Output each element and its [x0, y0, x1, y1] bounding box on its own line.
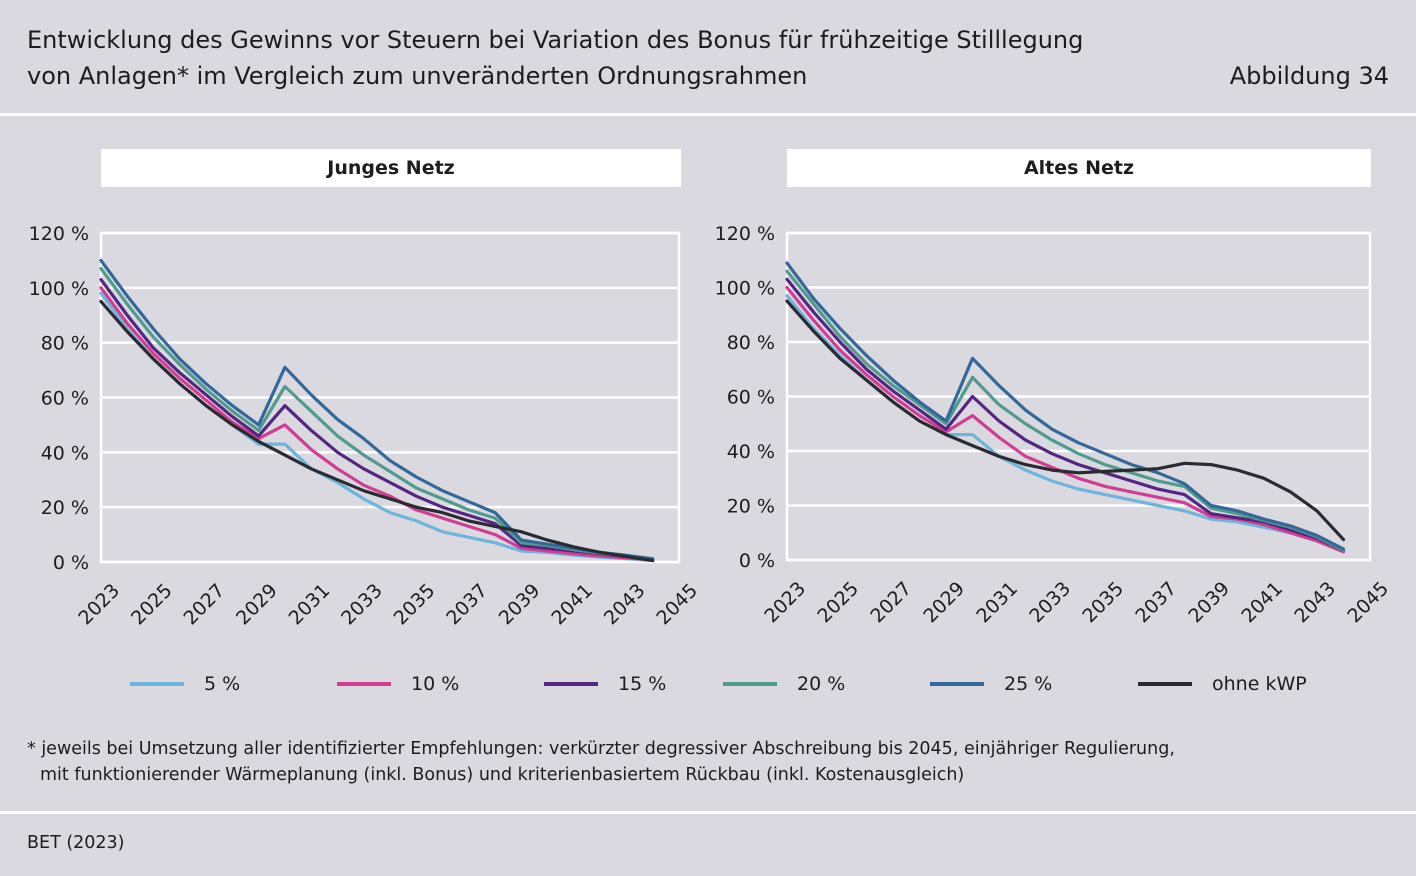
junges-netz-ytick-label-0: 0 %	[53, 552, 89, 574]
altes-netz-xtick-label-2041: 2041	[1237, 578, 1287, 628]
altes-netz-xtick-label-2025: 2025	[813, 578, 863, 628]
legend-item-5: 5 %	[130, 672, 240, 696]
altes-netz-series-25-pct	[785, 261, 1346, 551]
legend-label-25: 25 %	[1004, 673, 1053, 695]
legend-swatch-15	[544, 682, 598, 686]
legend-item-ohne-kwp: ohne kWP	[1138, 672, 1307, 696]
header-divider	[0, 113, 1416, 116]
junges-netz-ytick-label-80: 80 %	[41, 333, 89, 355]
altes-netz-xtick-label-2033: 2033	[1025, 578, 1075, 628]
legend-item-10: 10 %	[337, 672, 459, 696]
altes-netz-xtick-label-2037: 2037	[1131, 578, 1181, 628]
legend-label-20: 20 %	[797, 673, 846, 695]
junges-netz-xtick-label-2035: 2035	[390, 580, 440, 630]
junges-netz-xtick-label-2043: 2043	[600, 580, 650, 630]
junges-netz-xtick-label-2039: 2039	[495, 580, 545, 630]
chart-title-line-2: von Anlagen* im Vergleich zum unveränder…	[27, 62, 808, 90]
altes-netz-ytick-label-80: 80 %	[727, 332, 775, 354]
junges-netz-xtick-label-2027: 2027	[179, 580, 229, 630]
legend-label-15: 15 %	[618, 673, 667, 695]
junges-netz-ytick-label-40: 40 %	[41, 442, 89, 464]
junges-netz-xtick-label-2023: 2023	[74, 580, 124, 630]
panel-title-junges-netz: Junges Netz	[101, 149, 681, 187]
altes-netz-series-ohne-kwp	[785, 299, 1346, 542]
source-note: BET (2023)	[27, 833, 125, 853]
altes-netz-xtick-label-2045: 2045	[1343, 578, 1393, 628]
altes-netz-xtick-label-2027: 2027	[866, 578, 916, 628]
altes-netz-xtick-label-2031: 2031	[972, 578, 1022, 628]
figure-label: Abbildung 34	[1229, 62, 1389, 90]
junges-netz-series-15-pct	[99, 278, 655, 561]
altes-netz-xtick-label-2023: 2023	[760, 578, 810, 628]
junges-netz-xtick-label-2041: 2041	[547, 580, 597, 630]
footnote-line-2: mit funktionierender Wärmeplanung (inkl.…	[40, 765, 965, 785]
legend-swatch-10	[337, 682, 391, 686]
altes-netz-ytick-label-0: 0 %	[739, 550, 775, 572]
altes-netz-xtick-label-2043: 2043	[1290, 578, 1340, 628]
altes-netz-ytick-label-20: 20 %	[727, 496, 775, 518]
junges-netz-xtick-label-2033: 2033	[337, 580, 387, 630]
junges-netz-ytick-label-60: 60 %	[41, 388, 89, 410]
junges-netz-xtick-label-2025: 2025	[127, 580, 177, 630]
junges-netz-xtick-label-2029: 2029	[232, 580, 282, 630]
legend-item-20: 20 %	[723, 672, 845, 696]
altes-netz-series-20-pct	[785, 269, 1346, 553]
junges-netz-xtick-label-2037: 2037	[442, 580, 492, 630]
altes-netz-ytick-label-40: 40 %	[727, 441, 775, 463]
footer-divider	[0, 811, 1416, 814]
chart-title-line-1: Entwicklung des Gewinns vor Steuern bei …	[27, 26, 1084, 54]
legend-label-5: 5 %	[204, 673, 241, 695]
legend-label-ohne-kwp: ohne kWP	[1212, 673, 1307, 695]
altes-netz-xtick-label-2029: 2029	[919, 578, 969, 628]
legend-swatch-20	[723, 682, 777, 686]
altes-netz-ytick-label-120: 120 %	[715, 223, 775, 245]
altes-netz-series-15-pct	[785, 277, 1346, 553]
junges-netz-series-25-pct	[99, 258, 655, 561]
junges-netz-ytick-label-100: 100 %	[29, 278, 89, 300]
junges-netz-xtick-label-2031: 2031	[285, 580, 335, 630]
junges-netz-ytick-label-120: 120 %	[29, 223, 89, 245]
junges-netz-series-10-pct	[99, 286, 655, 562]
legend-swatch-ohne-kwp	[1138, 682, 1192, 686]
legend-swatch-5	[130, 682, 184, 686]
altes-netz-ytick-label-60: 60 %	[727, 387, 775, 409]
junges-netz-ytick-label-20: 20 %	[41, 497, 89, 519]
legend-item-15: 15 %	[544, 672, 666, 696]
legend-item-25: 25 %	[930, 672, 1052, 696]
panel-title-altes-netz: Altes Netz	[787, 149, 1371, 187]
legend-swatch-25	[930, 682, 984, 686]
legend-label-10: 10 %	[411, 673, 460, 695]
footnote-line-1: * jeweils bei Umsetzung aller identifizi…	[27, 739, 1175, 759]
altes-netz-ytick-label-100: 100 %	[715, 278, 775, 300]
junges-netz-series-ohne-kwp	[99, 299, 655, 563]
altes-netz-xtick-label-2035: 2035	[1078, 578, 1128, 628]
junges-netz-xtick-label-2045: 2045	[652, 580, 702, 630]
altes-netz-xtick-label-2039: 2039	[1184, 578, 1234, 628]
